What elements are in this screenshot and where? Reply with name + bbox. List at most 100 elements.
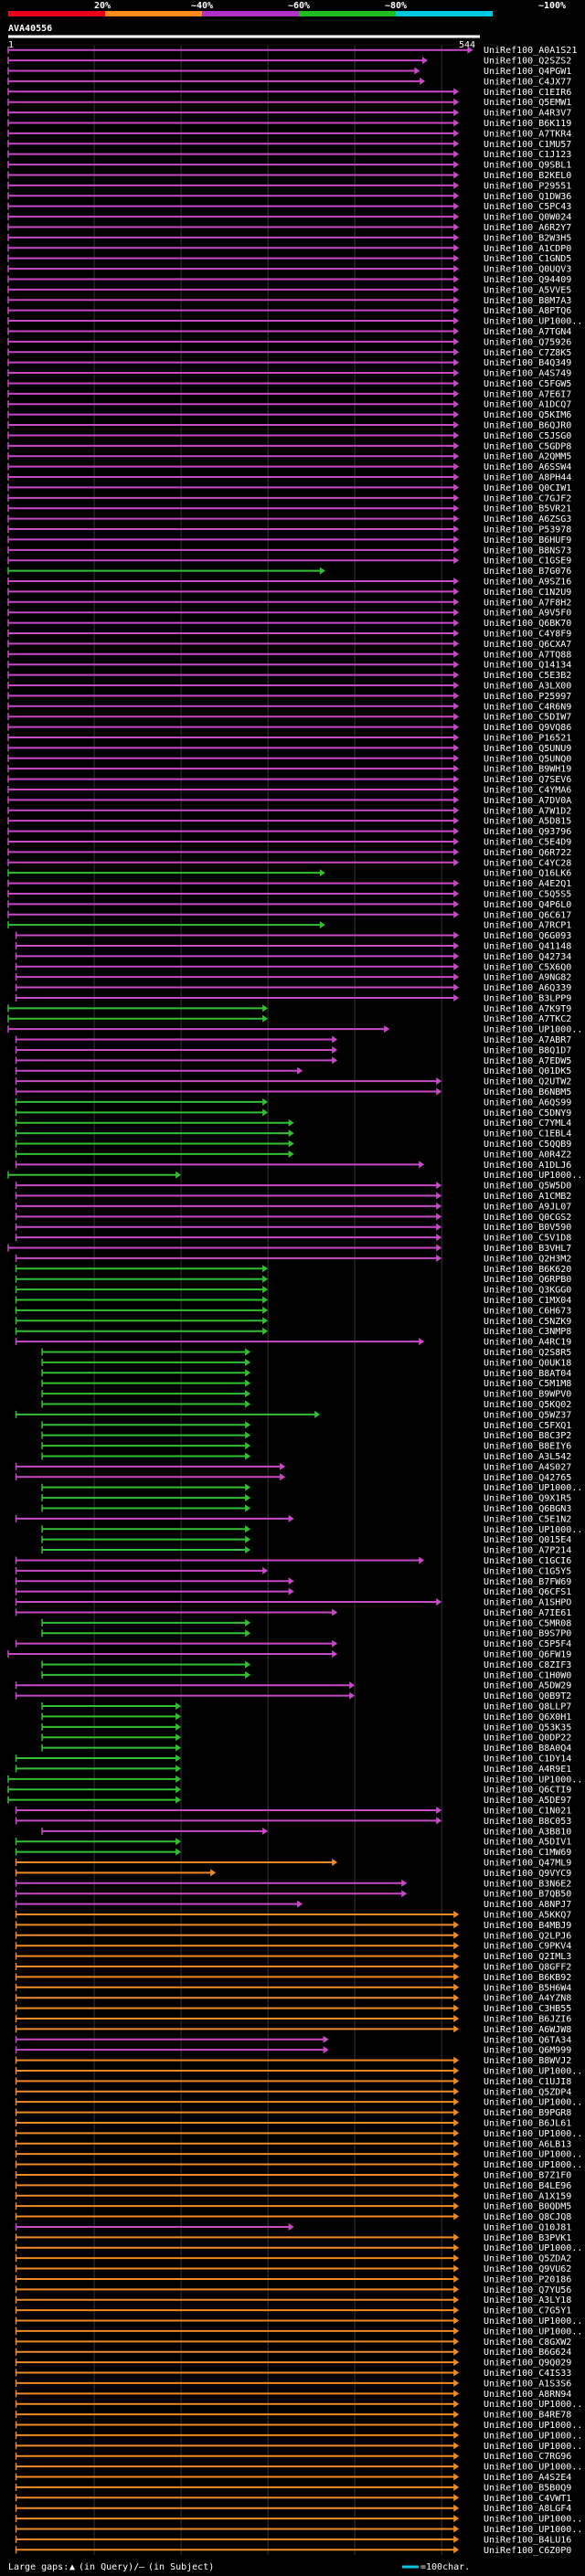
hit-row[interactable]: UniRef100_A7IE61 <box>15 1608 572 1618</box>
hit-label[interactable]: UniRef100_A8PH44 <box>484 473 571 483</box>
hit-row[interactable]: UniRef100_A0R4Z2 <box>15 1150 572 1160</box>
hit-label[interactable]: UniRef100_A1S3S6 <box>484 2379 571 2389</box>
hit-row[interactable]: UniRef100_Q93796 <box>7 827 571 837</box>
hit-label[interactable]: UniRef100_P29551 <box>484 181 571 191</box>
hit-label[interactable]: UniRef100_UP1000.. <box>484 2442 582 2452</box>
hit-row[interactable]: UniRef100_A0A1S21 <box>7 46 577 56</box>
hit-row[interactable]: UniRef100_B0QDM5 <box>15 2202 572 2212</box>
hit-row[interactable]: UniRef100_Q0W024 <box>7 213 571 223</box>
hit-label[interactable]: UniRef100_Q9VYC9 <box>484 1869 571 1879</box>
hit-label[interactable]: UniRef100_B7FW69 <box>484 1577 571 1587</box>
hit-row[interactable]: UniRef100_B6KB92 <box>15 1973 572 1983</box>
hit-label[interactable]: UniRef100_Q5ZDP4 <box>484 2087 571 2097</box>
hit-label[interactable]: UniRef100_A1CDP0 <box>484 244 571 254</box>
hit-label[interactable]: UniRef100_B8WVJ2 <box>484 2056 571 2066</box>
hit-label[interactable]: UniRef100_C1DY14 <box>484 1754 571 1765</box>
hit-row[interactable]: UniRef100_P20186 <box>15 2274 572 2284</box>
hit-label[interactable]: UniRef100_Q5WZ37 <box>484 1410 571 1420</box>
hit-row[interactable]: UniRef100_A8RN94 <box>15 2390 572 2400</box>
hit-label[interactable]: UniRef100_A0A1S21 <box>484 46 577 56</box>
hit-row[interactable]: UniRef100_Q5UNQ0 <box>7 754 571 764</box>
hit-row[interactable]: UniRef100_C1EBL4 <box>15 1129 572 1140</box>
hit-label[interactable]: UniRef100_A7K9T9 <box>484 1004 571 1014</box>
hit-row[interactable]: UniRef100_Q5EMW1 <box>7 98 571 108</box>
hit-label[interactable]: UniRef100_A4RC19 <box>484 1338 571 1348</box>
hit-label[interactable]: UniRef100_A4R9E1 <box>484 1765 571 1775</box>
hit-label[interactable]: UniRef100_C1GND5 <box>484 254 571 264</box>
hit-label[interactable]: UniRef100_Q6CTI9 <box>484 1786 571 1796</box>
hit-row[interactable]: UniRef100_Q7SEV6 <box>7 775 571 785</box>
hit-label[interactable]: UniRef100_B7G076 <box>484 567 571 577</box>
hit-row[interactable]: UniRef100_B3LPP9 <box>15 993 572 1003</box>
hit-row[interactable]: UniRef100_UP1000.. <box>15 2431 583 2441</box>
hit-label[interactable]: UniRef100_A6Q339 <box>484 983 571 993</box>
hit-row[interactable]: UniRef100_B5VR21 <box>7 504 571 514</box>
hit-row[interactable]: UniRef100_A4R9E1 <box>15 1765 572 1775</box>
hit-label[interactable]: UniRef100_C4YMA6 <box>484 785 571 795</box>
hit-label[interactable]: UniRef100_Q0UK18 <box>484 1358 571 1368</box>
hit-row[interactable]: UniRef100_A6SSW4 <box>7 462 571 472</box>
hit-row[interactable]: UniRef100_UP1000.. <box>15 2421 583 2431</box>
hit-row[interactable]: UniRef100_B3N6E2 <box>15 1879 572 1889</box>
hit-row[interactable]: UniRef100_Q4P6L0 <box>7 900 571 910</box>
hit-row[interactable]: UniRef100_A7TKC2 <box>7 1014 571 1024</box>
hit-row[interactable]: UniRef100_A6LB13 <box>15 2139 572 2149</box>
hit-label[interactable]: UniRef100_A7DV0A <box>484 796 571 806</box>
hit-label[interactable]: UniRef100_A6ZSG3 <box>484 514 571 525</box>
hit-row[interactable]: UniRef100_B2W3H5 <box>7 233 571 243</box>
hit-row[interactable]: UniRef100_Q9VYC9 <box>15 1869 572 1879</box>
hit-label[interactable]: UniRef100_Q9VQ86 <box>484 723 571 733</box>
hit-label[interactable]: UniRef100_Q9VU62 <box>484 2264 571 2274</box>
hit-row[interactable]: UniRef100_C5FGW5 <box>7 379 571 389</box>
hit-row[interactable]: UniRef100_Q9VQ86 <box>7 723 571 733</box>
hit-label[interactable]: UniRef100_B5H6W4 <box>484 1983 571 1993</box>
hit-label[interactable]: UniRef100_UP1000.. <box>484 1483 582 1493</box>
hit-label[interactable]: UniRef100_Q5ZDA2 <box>484 2254 571 2264</box>
hit-row[interactable]: UniRef100_A7K9T9 <box>7 1004 571 1014</box>
hit-row[interactable]: UniRef100_Q9X1R5 <box>41 1494 571 1504</box>
hit-row[interactable]: UniRef100_C1EIR6 <box>7 88 571 98</box>
hit-row[interactable]: UniRef100_UP1000.. <box>15 2463 583 2473</box>
hit-row[interactable]: UniRef100_C6Z0P0 <box>15 2546 572 2556</box>
hit-row[interactable]: UniRef100_Q5UNU9 <box>7 744 571 754</box>
hit-label[interactable]: UniRef100_UP1000.. <box>484 2431 582 2441</box>
hit-label[interactable]: UniRef100_C1N2U9 <box>484 588 571 598</box>
hit-row[interactable]: UniRef100_UP1000.. <box>15 2316 583 2327</box>
hit-label[interactable]: UniRef100_B6HUF9 <box>484 535 571 546</box>
hit-label[interactable]: UniRef100_C7RG96 <box>484 2452 571 2462</box>
hit-label[interactable]: UniRef100_Q41148 <box>484 941 571 951</box>
hit-label[interactable]: UniRef100_B6JL61 <box>484 2118 571 2128</box>
hit-label[interactable]: UniRef100_Q8CJQ8 <box>484 2212 571 2222</box>
hit-label[interactable]: UniRef100_Q7YU56 <box>484 2285 571 2295</box>
hit-row[interactable]: UniRef100_A1DLJ6 <box>15 1161 572 1171</box>
hit-row[interactable]: UniRef100_C1GND5 <box>7 254 571 264</box>
hit-row[interactable]: UniRef100_C4R6N9 <box>7 702 571 712</box>
hit-row[interactable]: UniRef100_C5M1M8 <box>41 1379 571 1389</box>
hit-row[interactable]: UniRef100_Q75926 <box>7 337 571 347</box>
hit-row[interactable]: UniRef100_B5H6W4 <box>15 1983 572 1993</box>
hit-label[interactable]: UniRef100_Q2S8R5 <box>484 1348 571 1358</box>
hit-label[interactable]: UniRef100_UP1000.. <box>484 2316 582 2327</box>
hit-row[interactable]: UniRef100_C1UJI8 <box>15 2077 572 2087</box>
hit-label[interactable]: UniRef100_C4YC28 <box>484 858 571 868</box>
hit-label[interactable]: UniRef100_Q6FW19 <box>484 1650 571 1660</box>
hit-row[interactable]: UniRef100_C5E1N2 <box>15 1514 572 1524</box>
hit-label[interactable]: UniRef100_A4E2Q1 <box>484 879 571 889</box>
hit-row[interactable]: UniRef100_C1N2U9 <box>7 588 571 598</box>
hit-row[interactable]: UniRef100_Q5WZ37 <box>15 1410 572 1420</box>
hit-row[interactable]: UniRef100_C1MW69 <box>15 1848 572 1858</box>
hit-row[interactable]: UniRef100_C5E3B2 <box>7 671 571 681</box>
hit-label[interactable]: UniRef100_C8GXW2 <box>484 2337 571 2348</box>
hit-row[interactable]: UniRef100_A3L542 <box>41 1452 571 1462</box>
hit-label[interactable]: UniRef100_C1J123 <box>484 150 571 160</box>
hit-row[interactable]: UniRef100_Q8LLP7 <box>41 1702 571 1712</box>
hit-row[interactable]: UniRef100_A6QS99 <box>15 1097 572 1108</box>
hit-label[interactable]: UniRef100_A8PTQ6 <box>484 306 571 316</box>
hit-label[interactable]: UniRef100_C1GCI6 <box>484 1556 571 1566</box>
hit-row[interactable]: UniRef100_C5GDP8 <box>7 441 571 451</box>
hit-label[interactable]: UniRef100_Q5KQ02 <box>484 1400 571 1410</box>
hit-row[interactable]: UniRef100_C8GXW2 <box>15 2337 572 2348</box>
hit-row[interactable]: UniRef100_B9WPV0 <box>41 1390 571 1400</box>
hit-row[interactable]: UniRef100_C7Z8K5 <box>7 348 571 358</box>
hit-row[interactable]: UniRef100_P25997 <box>7 692 571 702</box>
